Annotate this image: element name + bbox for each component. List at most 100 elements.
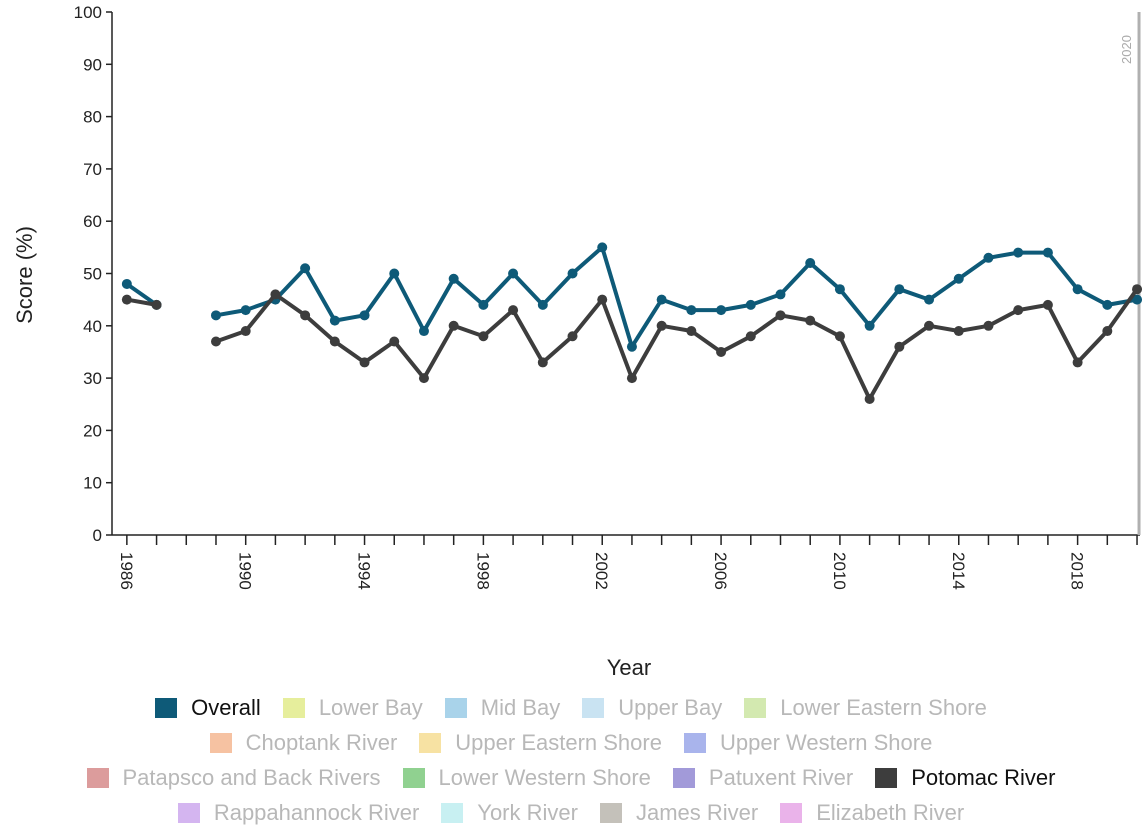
legend-item-elizabeth-river[interactable]: Elizabeth River — [780, 800, 964, 826]
data-point[interactable] — [924, 294, 935, 305]
data-point[interactable] — [389, 336, 400, 347]
data-point[interactable] — [418, 373, 429, 384]
x-tick-label: 1998 — [473, 552, 492, 590]
legend-row: Overall Lower Bay Mid Bay Upper Bay Lower Ea… — [0, 690, 1142, 725]
legend-label: Lower Eastern Shore — [780, 694, 987, 720]
data-point[interactable] — [359, 357, 370, 368]
data-point[interactable] — [1102, 299, 1113, 310]
legend-item-lower-western-shore[interactable]: Lower Western Shore — [402, 765, 651, 791]
legend-row: Patapsco and Back Rivers Lower Western Sh… — [0, 760, 1142, 795]
data-point[interactable] — [448, 320, 459, 331]
data-point[interactable] — [240, 305, 251, 316]
legend-item-overall[interactable]: Overall — [155, 695, 261, 721]
data-point[interactable] — [1042, 247, 1053, 258]
legend-item-choptank-river[interactable]: Choptank River — [209, 729, 398, 756]
legend-item-lower-bay[interactable]: Lower Bay — [282, 695, 423, 721]
data-point[interactable] — [805, 315, 816, 326]
data-point[interactable] — [1013, 247, 1024, 258]
legend-swatch — [875, 767, 898, 788]
data-point[interactable] — [121, 294, 132, 305]
data-point[interactable] — [745, 299, 756, 310]
data-point[interactable] — [983, 320, 994, 331]
legend-item-york-river[interactable]: York River — [441, 800, 578, 826]
data-point[interactable] — [953, 273, 964, 284]
data-point[interactable] — [359, 310, 370, 321]
data-point[interactable] — [537, 357, 548, 368]
data-point[interactable] — [686, 326, 697, 337]
data-point[interactable] — [418, 326, 429, 337]
data-point[interactable] — [686, 305, 697, 316]
legend-label: Choptank River — [245, 729, 398, 755]
legend-item-rappahannock-river[interactable]: Rappahannock River — [177, 799, 420, 826]
legend-item-upper-eastern-shore[interactable]: Upper Eastern Shore — [419, 730, 662, 756]
data-point[interactable] — [508, 268, 519, 279]
data-point[interactable] — [834, 331, 845, 342]
data-point[interactable] — [924, 320, 935, 331]
data-point[interactable] — [270, 289, 281, 300]
data-point[interactable] — [626, 373, 637, 384]
legend-item-patapsco-and-back-rivers[interactable]: Patapsco and Back Rivers — [86, 764, 381, 791]
data-point[interactable] — [864, 320, 875, 331]
legend-swatch — [209, 732, 232, 753]
data-point[interactable] — [983, 252, 994, 263]
data-point[interactable] — [567, 331, 578, 342]
legend-item-patuxent-river[interactable]: Patuxent River — [672, 765, 853, 791]
data-point[interactable] — [894, 341, 905, 352]
data-point[interactable] — [656, 294, 667, 305]
data-point[interactable] — [716, 305, 727, 316]
data-point[interactable] — [626, 341, 637, 352]
data-point[interactable] — [1102, 326, 1113, 337]
data-point[interactable] — [834, 284, 845, 295]
data-point[interactable] — [1042, 299, 1053, 310]
legend-swatch — [599, 802, 622, 823]
data-point[interactable] — [537, 299, 548, 310]
data-point[interactable] — [240, 326, 251, 337]
data-point[interactable] — [300, 310, 311, 321]
data-point[interactable] — [1013, 305, 1024, 316]
data-point[interactable] — [805, 258, 816, 269]
data-point[interactable] — [478, 331, 489, 342]
data-point[interactable] — [745, 331, 756, 342]
data-point[interactable] — [656, 320, 667, 331]
chart-legend: Overall Lower Bay Mid Bay Upper Bay Lower Ea… — [0, 690, 1142, 830]
y-tick-label: 50 — [83, 265, 102, 284]
data-point[interactable] — [1132, 284, 1142, 295]
data-point[interactable] — [508, 305, 519, 316]
data-point[interactable] — [210, 310, 221, 321]
y-tick-label: 0 — [93, 526, 102, 545]
data-point[interactable] — [567, 268, 578, 279]
data-point[interactable] — [1072, 284, 1083, 295]
data-point[interactable] — [121, 278, 132, 289]
data-point[interactable] — [151, 299, 162, 310]
data-point[interactable] — [300, 263, 311, 274]
data-point[interactable] — [1072, 357, 1083, 368]
data-point[interactable] — [775, 310, 786, 321]
legend-item-upper-western-shore[interactable]: Upper Western Shore — [683, 730, 932, 756]
data-point[interactable] — [894, 284, 905, 295]
legend-item-james-river[interactable]: James River — [599, 799, 759, 826]
legend-label: Rappahannock River — [213, 799, 420, 825]
data-point[interactable] — [597, 242, 608, 253]
data-point[interactable] — [953, 326, 964, 337]
data-point[interactable] — [775, 289, 786, 300]
data-point[interactable] — [329, 336, 340, 347]
legend-label: Patapsco and Back Rivers — [122, 764, 381, 790]
y-tick-label: 70 — [83, 160, 102, 179]
data-point[interactable] — [210, 336, 221, 347]
legend-item-lower-eastern-shore[interactable]: Lower Eastern Shore — [744, 695, 987, 721]
legend-item-mid-bay[interactable]: Mid Bay — [444, 695, 560, 721]
data-point[interactable] — [389, 268, 400, 279]
chart-series — [121, 242, 1142, 405]
data-point[interactable] — [329, 315, 340, 326]
data-point[interactable] — [597, 294, 608, 305]
year-marker-label: 2020 — [1119, 35, 1134, 64]
data-point[interactable] — [864, 394, 875, 405]
data-point[interactable] — [478, 299, 489, 310]
y-tick-label: 100 — [74, 3, 102, 22]
data-point[interactable] — [1132, 294, 1142, 305]
legend-item-upper-bay[interactable]: Upper Bay — [582, 695, 722, 721]
legend-label: James River — [635, 799, 759, 825]
data-point[interactable] — [716, 346, 727, 357]
data-point[interactable] — [448, 273, 459, 284]
legend-item-potomac-river[interactable]: Potomac River — [875, 765, 1055, 791]
